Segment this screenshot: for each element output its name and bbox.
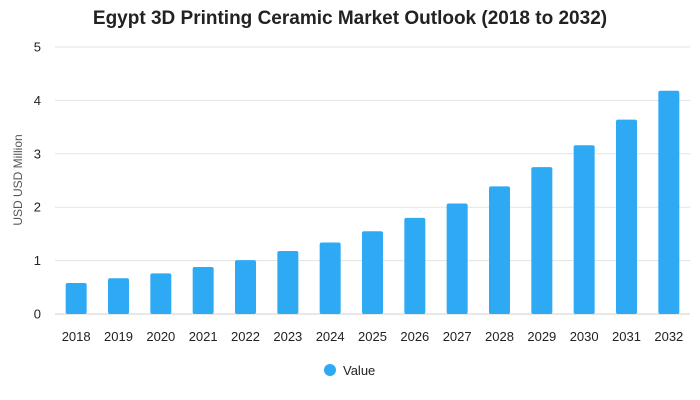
bar-2022[interactable]	[235, 260, 256, 314]
y-tick-label: 1	[34, 253, 41, 268]
y-tick-label: 3	[34, 146, 41, 161]
y-tick-label: 4	[34, 93, 41, 108]
legend-label: Value	[343, 363, 375, 378]
bar-2025[interactable]	[362, 231, 383, 314]
bar-2032[interactable]	[658, 90, 680, 315]
y-axis-title: USD USD Million	[11, 134, 25, 225]
x-tick-label: 2021	[189, 329, 218, 344]
x-tick-label: 2031	[612, 329, 641, 344]
x-tick-label: 2020	[146, 329, 175, 344]
y-axis-ticks: 0 1 2 3 4 5	[34, 40, 41, 322]
bar-2030[interactable]	[573, 145, 595, 314]
x-tick-label: 2019	[104, 329, 133, 344]
x-tick-label: 2032	[654, 329, 683, 344]
chart-title: Egypt 3D Printing Ceramic Market Outlook…	[93, 8, 607, 29]
bars	[65, 90, 680, 315]
bar-2029[interactable]	[531, 167, 553, 314]
legend[interactable]: Value	[324, 363, 375, 378]
x-axis-ticks: 2018 2019 2020 2021 2022 2023 2024 2025 2026 2027…	[62, 329, 684, 344]
x-tick-label: 2026	[400, 329, 429, 344]
bar-2020[interactable]	[150, 273, 172, 314]
legend-swatch	[324, 364, 336, 376]
y-tick-label: 5	[34, 40, 41, 55]
bar-2019[interactable]	[108, 278, 129, 314]
bar-2023[interactable]	[277, 250, 299, 314]
x-tick-label: 2025	[358, 329, 387, 344]
y-tick-label: 0	[34, 307, 41, 322]
bar-2021[interactable]	[192, 267, 214, 314]
y-tick-label: 2	[34, 200, 41, 215]
x-tick-label: 2023	[273, 329, 302, 344]
bar-2027[interactable]	[446, 203, 468, 314]
x-tick-label: 2024	[316, 329, 345, 344]
x-tick-label: 2029	[527, 329, 556, 344]
bar-2026[interactable]	[404, 217, 426, 314]
x-tick-label: 2028	[485, 329, 514, 344]
bar-2024[interactable]	[319, 242, 341, 314]
x-tick-label: 2030	[570, 329, 599, 344]
x-tick-label: 2018	[62, 329, 91, 344]
x-tick-label: 2022	[231, 329, 260, 344]
bar-2028[interactable]	[489, 186, 510, 314]
bar-2018[interactable]	[65, 283, 87, 314]
bar-2031[interactable]	[616, 119, 637, 315]
x-tick-label: 2027	[443, 329, 472, 344]
